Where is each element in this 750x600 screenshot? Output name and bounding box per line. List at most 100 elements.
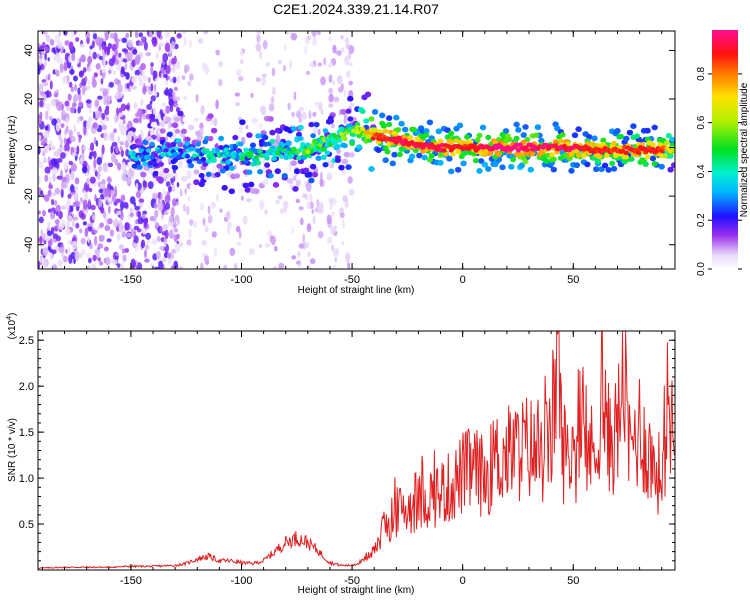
ridge-cell	[209, 182, 216, 189]
noise-speck	[152, 70, 158, 79]
noise-speck	[124, 248, 130, 253]
noise-speck	[117, 135, 120, 143]
ridge-cell	[255, 133, 262, 139]
ridge-cell	[634, 133, 640, 139]
noise-speck	[104, 32, 109, 41]
noise-speck	[312, 111, 317, 117]
noise-speck	[90, 204, 96, 211]
noise-speck	[120, 66, 125, 75]
ridge-cell	[453, 138, 460, 144]
noise-speck	[143, 41, 148, 51]
noise-speck	[176, 75, 180, 84]
noise-speck	[151, 238, 158, 245]
noise-speck	[56, 101, 63, 112]
ridge-cell	[543, 158, 550, 164]
noise-speck	[311, 209, 315, 214]
noise-speck	[72, 102, 77, 108]
ridge-cell	[127, 130, 134, 137]
noise-speck	[168, 215, 174, 223]
noise-speck	[126, 232, 132, 238]
noise-speck	[38, 257, 45, 263]
noise-speck	[99, 56, 104, 61]
noise-speck	[317, 201, 324, 209]
noise-speck	[79, 70, 85, 77]
noise-speck	[291, 255, 297, 260]
noise-speck	[153, 266, 160, 269]
noise-speck	[47, 230, 53, 236]
ridge-cell	[343, 151, 350, 158]
noise-speck	[171, 184, 176, 193]
noise-speck	[118, 244, 124, 250]
noise-speck	[60, 188, 64, 198]
ridge-cell	[522, 124, 529, 130]
noise-speck	[92, 122, 98, 129]
ridge-cell	[207, 135, 214, 142]
ridge-cell	[368, 166, 375, 172]
noise-speck	[77, 87, 81, 95]
noise-speck	[72, 220, 75, 227]
noise-speck	[70, 170, 75, 181]
noise-speck	[170, 206, 175, 217]
noise-speck	[92, 32, 97, 40]
noise-speck	[211, 231, 217, 238]
ridge-cell	[382, 128, 389, 134]
noise-speck	[248, 248, 255, 256]
noise-speck	[200, 262, 204, 269]
ridge-cell	[308, 177, 315, 184]
ridge-cell	[342, 143, 348, 149]
noise-speck	[189, 219, 194, 226]
noise-speck	[114, 114, 118, 124]
ridge-cell	[166, 172, 173, 179]
ridge-cell	[299, 141, 306, 147]
noise-speck	[51, 249, 57, 255]
noise-speck	[334, 257, 338, 263]
noise-speck	[122, 254, 127, 262]
noise-speck	[138, 32, 143, 38]
ridge-cell	[214, 172, 221, 178]
ridge-cell	[281, 173, 288, 179]
noise-speck	[120, 200, 125, 211]
noise-speck	[126, 176, 131, 185]
noise-speck	[304, 45, 308, 55]
spectrogram-x-tick-label: -150	[120, 274, 142, 286]
noise-speck	[184, 187, 187, 195]
ridge-cell	[665, 133, 672, 139]
noise-speck	[110, 145, 114, 155]
noise-speck	[255, 77, 261, 83]
noise-speck	[176, 182, 180, 188]
ridge-cell	[131, 163, 138, 169]
noise-speck	[172, 96, 177, 102]
noise-speck	[93, 229, 98, 234]
noise-speck	[40, 86, 43, 92]
noise-speck	[163, 89, 169, 96]
ridge-cell	[298, 147, 304, 152]
noise-speck	[343, 89, 347, 97]
noise-speck	[140, 187, 144, 194]
noise-speck	[44, 59, 47, 68]
ridge-cell	[269, 129, 276, 136]
noise-speck	[201, 239, 208, 246]
noise-speck	[59, 63, 64, 74]
ridge-cell	[211, 158, 217, 163]
noise-speck	[91, 78, 97, 88]
ridge-cell	[476, 132, 483, 139]
noise-speck	[203, 31, 209, 35]
noise-speck	[44, 125, 49, 131]
noise-speck	[90, 142, 95, 151]
noise-speck	[336, 75, 343, 85]
noise-speck	[236, 241, 242, 246]
ridge-cell	[391, 151, 398, 158]
noise-speck	[38, 95, 44, 102]
noise-speck	[135, 112, 141, 118]
snr-y-tick-label: 1.0	[19, 473, 34, 485]
ridge-cell	[289, 153, 295, 158]
ridge-cell	[533, 132, 540, 138]
noise-speck	[293, 91, 297, 101]
noise-speck	[173, 55, 177, 64]
noise-speck	[194, 117, 199, 122]
noise-speck	[87, 56, 93, 64]
noise-speck	[91, 76, 96, 82]
noise-speck	[186, 169, 192, 180]
noise-speck	[76, 145, 80, 155]
